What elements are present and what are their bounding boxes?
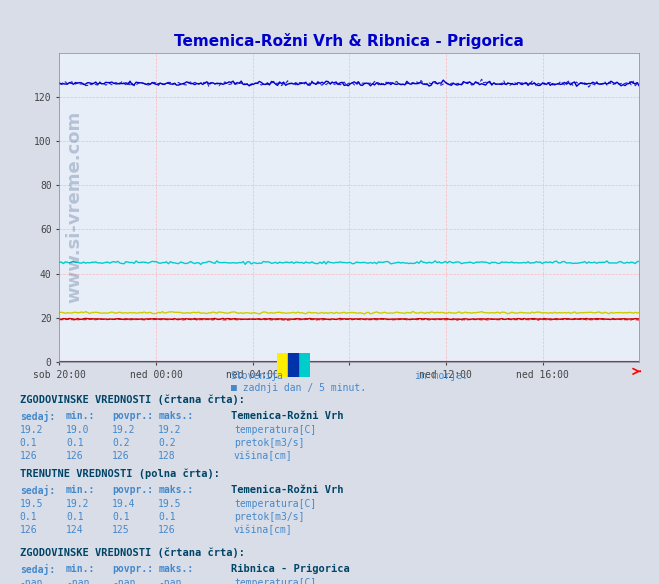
Text: sedaj:: sedaj: bbox=[20, 564, 55, 575]
Text: 19.4: 19.4 bbox=[112, 499, 136, 509]
Text: 19.5: 19.5 bbox=[158, 499, 182, 509]
Text: temperatura[C]: temperatura[C] bbox=[234, 578, 316, 584]
Text: maks.:: maks.: bbox=[158, 564, 193, 573]
Text: 19.2: 19.2 bbox=[158, 425, 182, 435]
Bar bbox=[288, 353, 298, 377]
Text: ZGODOVINSKE VREDNOSTI (črtana črta):: ZGODOVINSKE VREDNOSTI (črtana črta): bbox=[20, 394, 244, 405]
Text: -nan: -nan bbox=[158, 578, 182, 584]
Bar bbox=[277, 353, 293, 377]
Text: pretok[m3/s]: pretok[m3/s] bbox=[234, 438, 304, 448]
Text: Slovenija: Slovenija bbox=[231, 371, 283, 381]
Text: 128: 128 bbox=[158, 451, 176, 461]
Text: temperatura[C]: temperatura[C] bbox=[234, 499, 316, 509]
Text: 0.1: 0.1 bbox=[112, 512, 130, 522]
Text: -nan: -nan bbox=[66, 578, 90, 584]
Text: 126: 126 bbox=[112, 451, 130, 461]
Text: ■ zadnji dan / 5 minut.: ■ zadnji dan / 5 minut. bbox=[231, 383, 366, 392]
Text: povpr.:: povpr.: bbox=[112, 411, 153, 420]
Text: min.:: min.: bbox=[66, 485, 96, 495]
Text: maks.:: maks.: bbox=[158, 411, 193, 420]
Title: Temenica-Rožni Vrh & Ribnica - Prigorica: Temenica-Rožni Vrh & Ribnica - Prigorica bbox=[175, 33, 524, 48]
Text: www.si-vreme.com: www.si-vreme.com bbox=[65, 111, 83, 304]
Text: -nan: -nan bbox=[112, 578, 136, 584]
Text: 19.5: 19.5 bbox=[20, 499, 43, 509]
Text: 125: 125 bbox=[112, 525, 130, 535]
Text: pretok[m3/s]: pretok[m3/s] bbox=[234, 512, 304, 522]
Text: 19.2: 19.2 bbox=[66, 499, 90, 509]
Text: Ribnica - Prigorica: Ribnica - Prigorica bbox=[231, 564, 349, 573]
Text: in morje.: in morje. bbox=[415, 371, 468, 381]
Text: temperatura[C]: temperatura[C] bbox=[234, 425, 316, 435]
Text: 126: 126 bbox=[20, 525, 38, 535]
Text: min.:: min.: bbox=[66, 564, 96, 573]
Text: 0.1: 0.1 bbox=[20, 438, 38, 448]
Text: maks.:: maks.: bbox=[158, 485, 193, 495]
Text: -nan: -nan bbox=[20, 578, 43, 584]
Text: 19.2: 19.2 bbox=[112, 425, 136, 435]
Text: 126: 126 bbox=[158, 525, 176, 535]
Text: TRENUTNE VREDNOSTI (polna črta):: TRENUTNE VREDNOSTI (polna črta): bbox=[20, 468, 219, 479]
Text: 126: 126 bbox=[66, 451, 84, 461]
Text: 126: 126 bbox=[20, 451, 38, 461]
Text: 19.0: 19.0 bbox=[66, 425, 90, 435]
Text: min.:: min.: bbox=[66, 411, 96, 420]
Text: 0.2: 0.2 bbox=[112, 438, 130, 448]
Text: povpr.:: povpr.: bbox=[112, 485, 153, 495]
Text: višina[cm]: višina[cm] bbox=[234, 451, 293, 461]
Text: višina[cm]: višina[cm] bbox=[234, 525, 293, 536]
Text: ZGODOVINSKE VREDNOSTI (črtana črta):: ZGODOVINSKE VREDNOSTI (črtana črta): bbox=[20, 547, 244, 558]
Text: 0.1: 0.1 bbox=[66, 512, 84, 522]
Text: Temenica-Rožni Vrh: Temenica-Rožni Vrh bbox=[231, 411, 343, 420]
Text: 0.1: 0.1 bbox=[158, 512, 176, 522]
Text: sedaj:: sedaj: bbox=[20, 485, 55, 496]
Text: Temenica-Rožni Vrh: Temenica-Rožni Vrh bbox=[231, 485, 343, 495]
Bar bbox=[293, 353, 310, 377]
Text: 0.2: 0.2 bbox=[158, 438, 176, 448]
Text: 0.1: 0.1 bbox=[20, 512, 38, 522]
Text: sedaj:: sedaj: bbox=[20, 411, 55, 422]
Text: 0.1: 0.1 bbox=[66, 438, 84, 448]
Text: 19.2: 19.2 bbox=[20, 425, 43, 435]
Text: povpr.:: povpr.: bbox=[112, 564, 153, 573]
Text: 124: 124 bbox=[66, 525, 84, 535]
